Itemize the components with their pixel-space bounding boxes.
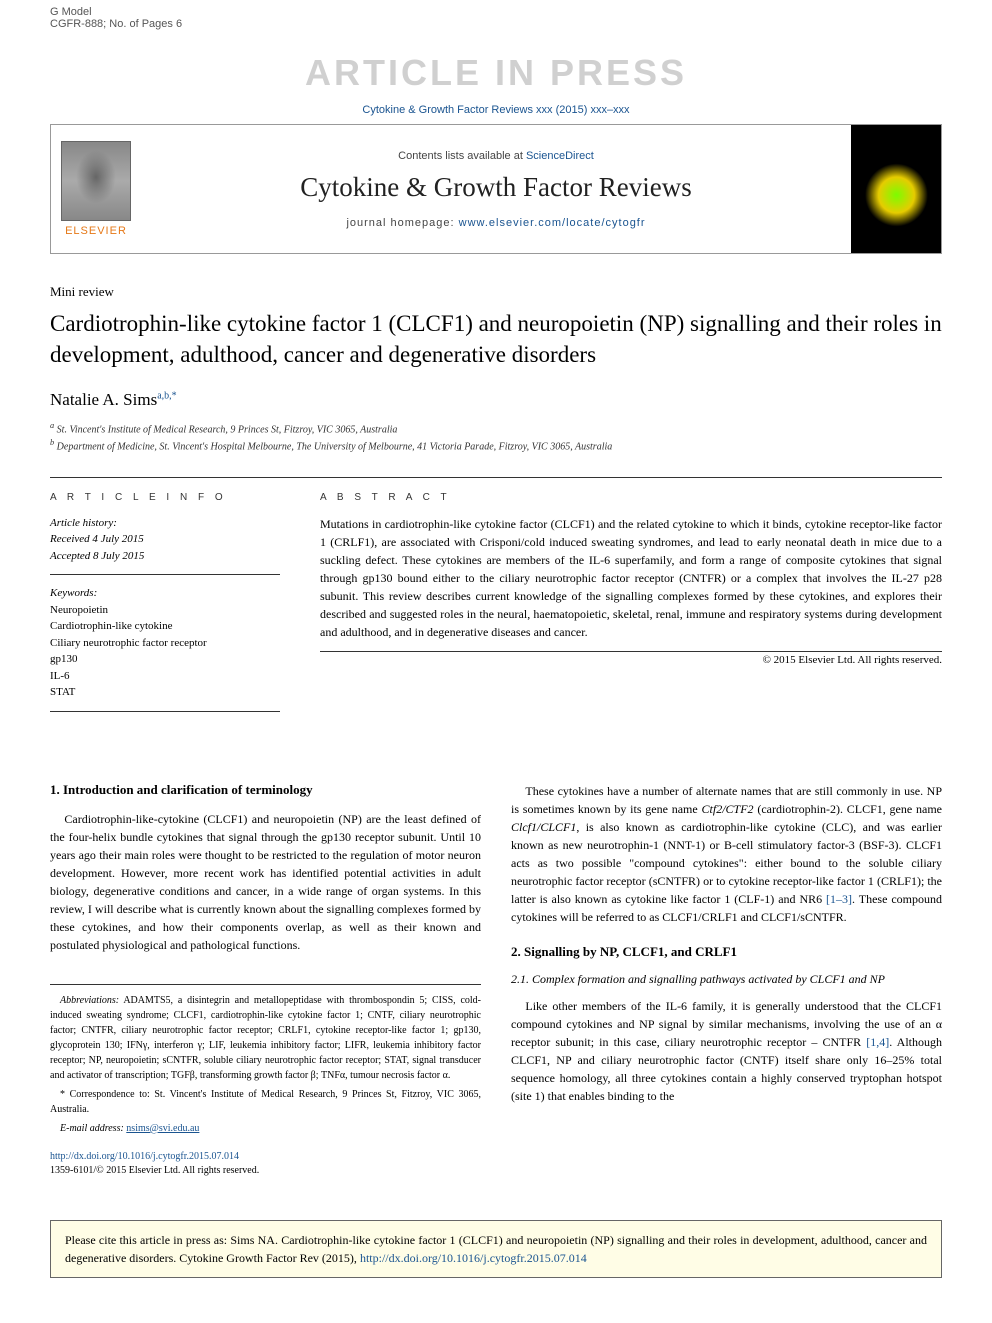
elsevier-logo: ELSEVIER: [51, 125, 141, 253]
journal-homepage-link[interactable]: www.elsevier.com/locate/cytogfr: [459, 217, 646, 229]
elsevier-tree-icon: [61, 141, 131, 221]
reference-link[interactable]: [1–3]: [826, 892, 852, 906]
right-column: These cytokines have a number of alterna…: [511, 782, 942, 1178]
corresponding-author-icon: *: [172, 390, 177, 401]
page-header: G Model CGFR-888; No. of Pages 6: [0, 0, 992, 34]
elsevier-label: ELSEVIER: [65, 225, 127, 237]
affiliations: a St. Vincent's Institute of Medical Res…: [50, 420, 942, 455]
article-info-label: A R T I C L E I N F O: [50, 492, 280, 503]
author-list: Natalie A. Simsa,b,*: [50, 390, 942, 410]
reference-link[interactable]: [1,4]: [866, 1035, 889, 1049]
masthead-center: Contents lists available at ScienceDirec…: [141, 125, 851, 253]
keyword: gp130: [50, 653, 78, 665]
contents-line: Contents lists available at ScienceDirec…: [398, 150, 594, 162]
left-column: 1. Introduction and clarification of ter…: [50, 782, 481, 1178]
journal-homepage: journal homepage: www.elsevier.com/locat…: [346, 217, 645, 229]
article-type: Mini review: [50, 284, 942, 300]
copyright-line: © 2015 Elsevier Ltd. All rights reserved…: [320, 654, 942, 666]
keyword: STAT: [50, 686, 75, 698]
g-model-label: G Model: [50, 6, 182, 18]
body-paragraph: Cardiotrophin-like-cytokine (CLCF1) and …: [50, 810, 481, 954]
keyword: IL-6: [50, 670, 70, 682]
section-2-1-heading: 2.1. Complex formation and signalling pa…: [511, 972, 942, 987]
citation-doi-link[interactable]: http://dx.doi.org/10.1016/j.cytogfr.2015…: [360, 1251, 587, 1265]
article-history: Article history: Received 4 July 2015 Ac…: [50, 515, 280, 576]
author-email-link[interactable]: nsims@svi.edu.au: [126, 1123, 199, 1134]
keyword: Cardiotrophin-like cytokine: [50, 620, 173, 632]
article-title: Cardiotrophin-like cytokine factor 1 (CL…: [50, 308, 942, 370]
author-name: Natalie A. Sims: [50, 390, 157, 409]
doi-link[interactable]: http://dx.doi.org/10.1016/j.cytogfr.2015…: [50, 1151, 239, 1162]
journal-masthead: ELSEVIER Contents lists available at Sci…: [50, 124, 942, 254]
journal-cover-thumbnail: [851, 125, 941, 253]
watermark-text: ARTICLE IN PRESS: [0, 34, 992, 104]
footnotes: Abbreviations: ADAMTS5, a disintegrin an…: [50, 984, 481, 1136]
keyword: Ciliary neurotrophic factor receptor: [50, 637, 207, 649]
article-info-column: A R T I C L E I N F O Article history: R…: [50, 492, 280, 712]
section-2-heading: 2. Signalling by NP, CLCF1, and CRLF1: [511, 944, 942, 960]
body-paragraph: These cytokines have a number of alterna…: [511, 782, 942, 926]
section-1-heading: 1. Introduction and clarification of ter…: [50, 782, 481, 798]
journal-title: Cytokine & Growth Factor Reviews: [300, 172, 691, 203]
document-id: CGFR-888; No. of Pages 6: [50, 18, 182, 30]
abstract-label: A B S T R A C T: [320, 492, 942, 503]
citation-box: Please cite this article in press as: Si…: [50, 1220, 942, 1278]
doi-block: http://dx.doi.org/10.1016/j.cytogfr.2015…: [50, 1150, 481, 1178]
journal-reference: Cytokine & Growth Factor Reviews xxx (20…: [0, 104, 992, 124]
keywords-block: Keywords: Neuropoietin Cardiotrophin-lik…: [50, 585, 280, 712]
body-paragraph: Like other members of the IL-6 family, i…: [511, 997, 942, 1105]
abstract-text: Mutations in cardiotrophin-like cytokine…: [320, 515, 942, 652]
corresponding-star-icon: *: [60, 1089, 70, 1100]
abstract-column: A B S T R A C T Mutations in cardiotroph…: [320, 492, 942, 712]
issn-copyright: 1359-6101/© 2015 Elsevier Ltd. All right…: [50, 1165, 259, 1176]
sciencedirect-link[interactable]: ScienceDirect: [526, 150, 594, 162]
keyword: Neuropoietin: [50, 604, 108, 616]
